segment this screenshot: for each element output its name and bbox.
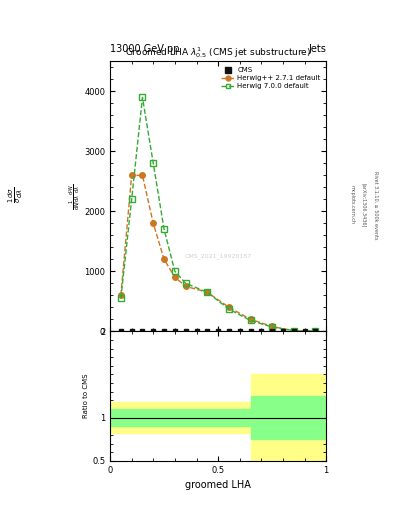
Y-axis label: Ratio to CMS: Ratio to CMS <box>83 374 89 418</box>
Text: [arXiv:1306.3436]: [arXiv:1306.3436] <box>361 183 366 227</box>
Text: CMS_2021_19920187: CMS_2021_19920187 <box>185 253 252 259</box>
Title: Groomed LHA $\lambda^{1}_{0.5}$ (CMS jet substructure): Groomed LHA $\lambda^{1}_{0.5}$ (CMS jet… <box>125 46 311 60</box>
Text: mcplots.cern.ch: mcplots.cern.ch <box>349 185 354 224</box>
Text: Rivet 3.1.10, ≥ 500k events: Rivet 3.1.10, ≥ 500k events <box>373 170 378 239</box>
Y-axis label: $\frac{1}{\mathrm{d}N/\mathrm{d}\lambda}\frac{\mathrm{d}^2N}{\mathrm{d}\lambda}$: $\frac{1}{\mathrm{d}N/\mathrm{d}\lambda}… <box>67 183 83 209</box>
Bar <box>110 409 251 426</box>
Legend: CMS, Herwig++ 2.7.1 default, Herwig 7.0.0 default: CMS, Herwig++ 2.7.1 default, Herwig 7.0.… <box>219 65 323 91</box>
Bar <box>251 396 326 439</box>
Text: 13000 GeV pp: 13000 GeV pp <box>110 44 180 54</box>
Text: $\frac{1}{\sigma}\frac{d\sigma}{d\lambda}$: $\frac{1}{\sigma}\frac{d\sigma}{d\lambda… <box>7 186 25 203</box>
X-axis label: groomed LHA: groomed LHA <box>185 480 251 490</box>
Bar <box>251 374 326 461</box>
Bar <box>110 402 251 433</box>
Text: Jets: Jets <box>309 44 326 54</box>
